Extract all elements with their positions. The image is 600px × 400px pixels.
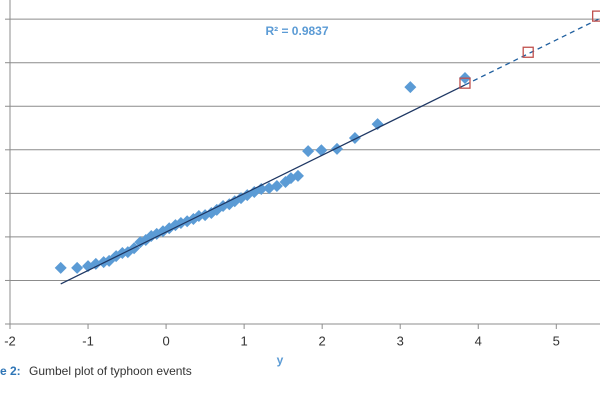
data-point	[270, 179, 283, 192]
data-point	[404, 81, 417, 94]
x-tick-label: 2	[319, 333, 326, 348]
predicted-point	[522, 46, 534, 58]
trend-line	[60, 84, 466, 285]
data-point	[302, 145, 315, 158]
x-tick-label: 3	[397, 333, 404, 348]
r-squared: R² = 0.9837	[265, 24, 328, 38]
data-point	[315, 144, 328, 157]
x-axis-label: y	[277, 353, 284, 367]
x-tick-label: 1	[241, 333, 248, 348]
data-point	[103, 254, 116, 267]
data-point	[330, 142, 343, 155]
data-point	[71, 261, 84, 274]
x-tick-label: 4	[475, 333, 482, 348]
data-point	[89, 257, 102, 270]
x-tick-label: -1	[82, 333, 94, 348]
predicted-point	[592, 10, 600, 22]
x-tick-label: 0	[162, 333, 169, 348]
trend-line	[464, 18, 599, 86]
caption-text: Gumbel plot of typhoon events	[29, 364, 192, 378]
x-tick-label: 5	[553, 333, 560, 348]
caption-label: e 2:	[0, 364, 21, 378]
data-point	[348, 132, 361, 145]
x-tick-label: -2	[4, 333, 16, 348]
predicted-point	[459, 77, 471, 89]
data-point	[291, 169, 304, 182]
data-point	[54, 261, 67, 274]
